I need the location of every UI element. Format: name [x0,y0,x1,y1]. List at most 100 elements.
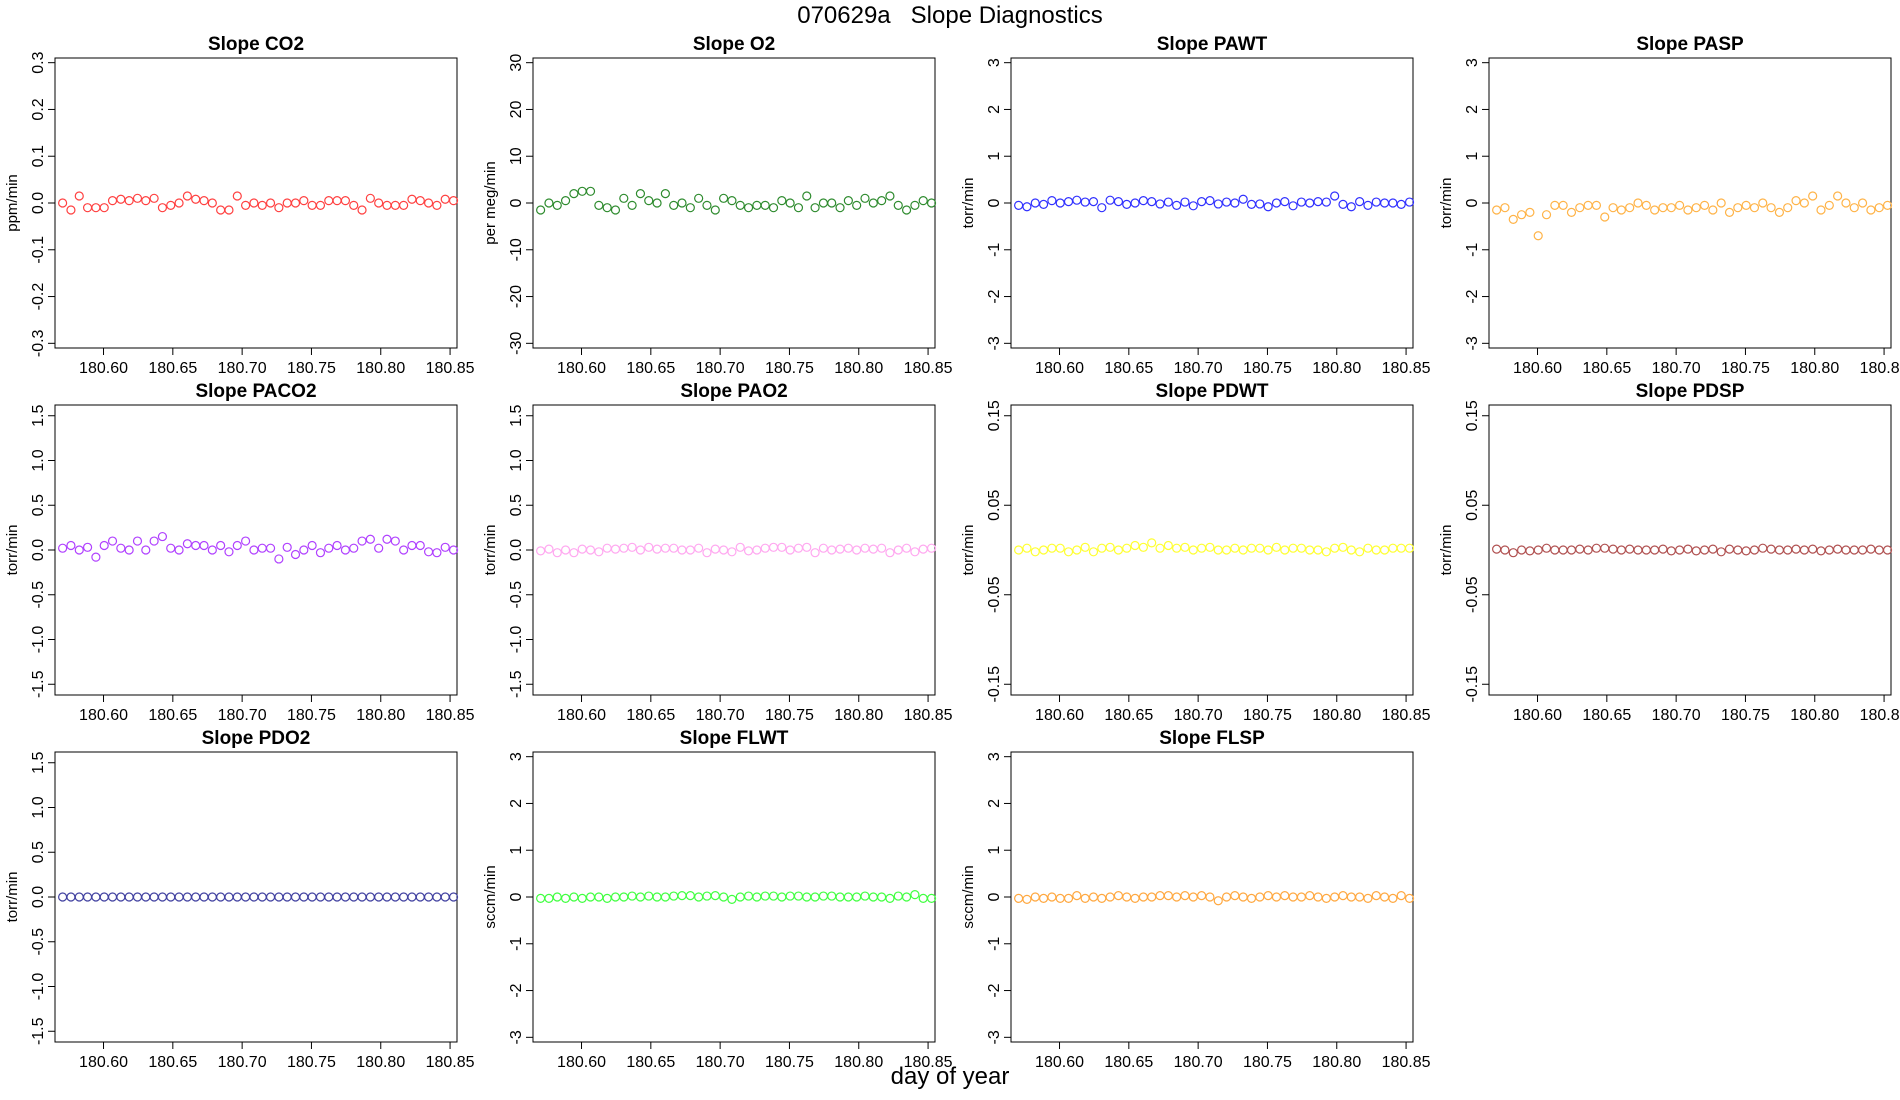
data-point [1363,543,1373,553]
data-point [602,543,612,553]
data-point [1388,198,1398,208]
data-point [1263,202,1273,212]
data-point [1600,212,1610,222]
chart-panel: Slope O2 180.60 180.65 180.70 180.75 180.80 18… [482,34,953,377]
plot-frame [1488,404,1892,696]
data-point [1147,538,1157,548]
x-tick-label: 180.80 [834,360,883,377]
data-point [1296,892,1307,902]
x-tick-label: 180.60 [1035,360,1084,377]
data-point [1575,544,1585,554]
y-axis-label: ppm/min [4,174,21,232]
y-tick-label: -1 [508,937,525,951]
data-point [274,554,284,564]
data-point [307,200,317,210]
data-point [157,892,168,902]
data-point [619,892,629,902]
data-point [1138,196,1148,206]
data-point [390,536,400,546]
y-axis-label: sccm/min [482,865,499,928]
data-point [1824,200,1834,210]
x-tick-label: 180.80 [356,360,405,377]
data-point [1791,544,1801,554]
data-point [918,544,928,554]
data-point [868,892,878,902]
data-point [1296,197,1307,207]
x-tick-label: 180.65 [1104,707,1153,724]
data-point [1055,543,1065,553]
data-point [585,545,596,555]
data-point [585,186,596,196]
data-point [1246,893,1257,904]
data-point [365,193,375,203]
y-tick-label: 0.5 [30,841,47,863]
data-point [569,892,579,902]
data-point [1708,544,1718,554]
data-point [885,191,895,201]
x-tick-label: 180.65 [148,360,197,377]
data-point [619,193,629,203]
data-point [1508,214,1518,224]
data-point [1197,196,1207,207]
data-point [1255,543,1265,553]
data-point [1608,544,1618,554]
data-point [349,200,359,210]
data-point [1213,199,1223,209]
chart-panel: Slope PAWT 180.60 180.65 180.70 180.75 180.80… [960,34,1431,377]
data-point [1774,545,1785,555]
data-point [448,196,459,206]
data-point [1874,203,1884,213]
data-point [182,539,192,549]
data-point [1022,202,1032,212]
data-point [660,543,670,553]
data-point [116,194,126,204]
data-point [290,198,301,208]
data-point [365,534,375,544]
x-tick-label: 180.85 [904,707,953,724]
data-point [1379,545,1390,555]
y-tick-label: 1.5 [30,752,47,774]
data-point [58,198,68,208]
data-point [877,543,887,553]
data-point [1558,545,1568,555]
data-point [760,891,770,901]
data-point [1371,545,1381,555]
data-point [1650,545,1660,555]
data-point [885,893,895,904]
data-point [282,198,292,208]
data-point [124,196,134,206]
data-point [677,545,687,555]
data-point [1305,545,1315,555]
x-tick-label: 180.70 [696,360,745,377]
data-point [1188,892,1198,902]
data-point [1097,893,1107,904]
data-point [340,545,351,555]
data-point [710,205,720,215]
data-point [1683,205,1693,215]
data-point [1038,199,1049,210]
data-point [407,892,417,902]
x-tick-label: 180.80 [1312,360,1361,377]
data-point [1608,203,1618,213]
data-point [1280,890,1290,901]
data-point [1641,545,1651,555]
data-point [1321,197,1331,207]
data-point [635,892,646,902]
y-tick-label: 1 [508,846,525,855]
y-tick-label: 10 [508,147,525,165]
data-point [536,893,546,904]
data-point [174,892,184,902]
x-tick-label: 180.75 [1243,1054,1292,1071]
data-point [743,203,754,213]
data-point [910,200,920,210]
data-point [1774,207,1785,217]
data-point [432,200,442,210]
data-point [1155,199,1165,209]
data-point [274,892,284,902]
data-point [1280,545,1290,555]
data-point [1724,207,1735,217]
data-point [1030,198,1040,208]
data-point [74,545,84,555]
data-point [91,552,101,562]
y-tick-label: -1.5 [508,670,525,698]
